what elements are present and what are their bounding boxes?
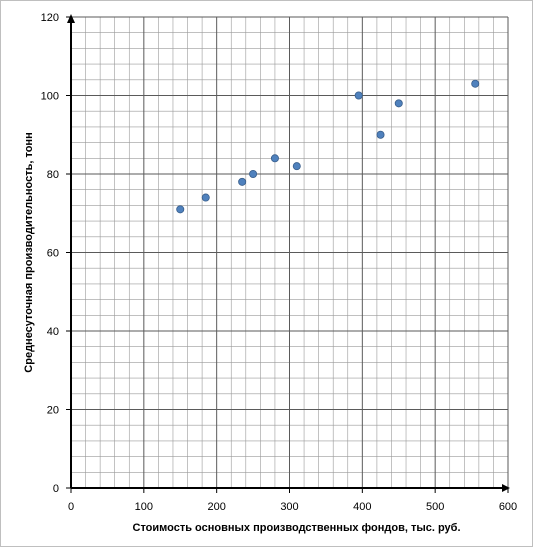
x-tick-label: 400 [353,501,371,513]
data-point [249,169,258,178]
x-tick-label: 100 [135,501,153,513]
data-point [201,193,210,202]
data-point [292,162,301,171]
y-tick-label: 80 [47,169,59,181]
x-tick-label: 300 [280,501,298,513]
x-axis-title: Стоимость основных производственных фонд… [133,522,461,534]
x-axis-arrow-icon [502,484,510,492]
y-tick-label: 100 [41,91,59,103]
x-tick-label: 0 [68,501,74,513]
y-tick-label: 40 [47,326,59,338]
data-points [176,79,480,214]
x-tick-labels: 0 100 200 300 400 500 600 [68,488,517,513]
data-point [238,177,247,186]
major-grid [71,16,509,488]
x-tick-label: 500 [426,501,444,513]
y-tick-label: 120 [41,12,59,24]
data-point [394,99,403,108]
y-tick-label: 60 [47,248,59,260]
y-tick-label: 20 [47,405,59,417]
x-tick-label: 200 [207,501,225,513]
data-point [270,154,279,163]
y-axis-title: Среднесуточная производительность, тонн [23,132,35,372]
data-point [471,79,480,88]
data-point [176,205,185,214]
data-point [376,130,385,139]
y-tick-labels: 0 20 40 60 80 100 120 [41,12,71,495]
x-tick-label: 600 [499,501,517,513]
y-axis-arrow-icon [67,14,75,23]
y-tick-label: 0 [53,483,59,495]
data-point [354,91,363,100]
